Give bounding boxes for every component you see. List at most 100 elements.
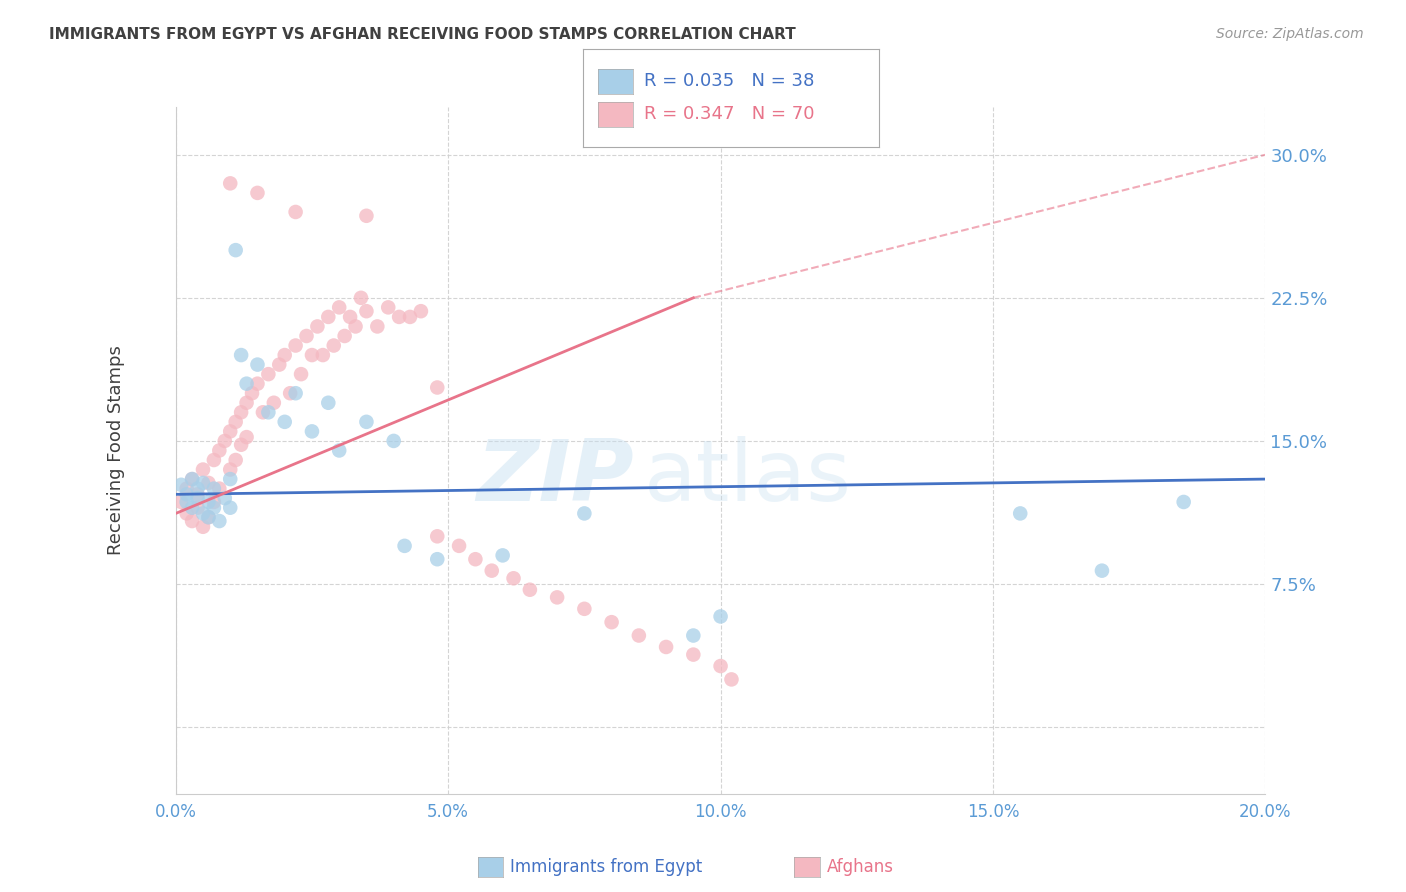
Point — [170, 478, 193, 492]
Point — [710, 659, 733, 673]
Point — [170, 495, 193, 509]
Point — [710, 609, 733, 624]
Point — [312, 348, 335, 362]
Text: Source: ZipAtlas.com: Source: ZipAtlas.com — [1216, 27, 1364, 41]
Point — [246, 358, 269, 372]
Text: atlas: atlas — [644, 436, 852, 519]
Point — [191, 520, 214, 534]
Point — [574, 602, 596, 616]
Point — [546, 591, 568, 605]
Point — [284, 205, 307, 219]
Point — [186, 482, 209, 496]
Point — [225, 453, 247, 467]
Point — [318, 310, 340, 324]
Point — [394, 539, 416, 553]
Point — [240, 386, 263, 401]
Point — [208, 443, 231, 458]
Point — [202, 500, 225, 515]
Text: 15.0%: 15.0% — [967, 804, 1019, 822]
Point — [181, 472, 204, 486]
Point — [176, 487, 198, 501]
Point — [388, 310, 411, 324]
Text: 5.0%: 5.0% — [427, 804, 470, 822]
Point — [284, 338, 307, 352]
Text: IMMIGRANTS FROM EGYPT VS AFGHAN RECEIVING FOOD STAMPS CORRELATION CHART: IMMIGRANTS FROM EGYPT VS AFGHAN RECEIVIN… — [49, 27, 796, 42]
Point — [295, 329, 318, 343]
Point — [176, 482, 198, 496]
Point — [426, 552, 449, 566]
Point — [202, 482, 225, 496]
Point — [382, 434, 405, 448]
Point — [225, 243, 247, 257]
Point — [214, 491, 236, 505]
Text: R = 0.347   N = 70: R = 0.347 N = 70 — [644, 105, 814, 123]
Point — [181, 500, 204, 515]
Point — [219, 462, 242, 476]
Point — [574, 507, 596, 521]
Point — [1091, 564, 1114, 578]
Text: 0.0%: 0.0% — [155, 804, 197, 822]
Point — [600, 615, 623, 630]
Point — [219, 500, 242, 515]
Point — [290, 367, 312, 381]
Point — [464, 552, 486, 566]
Point — [274, 348, 297, 362]
Point — [328, 443, 350, 458]
Point — [720, 673, 742, 687]
Point — [377, 301, 399, 315]
Point — [208, 482, 231, 496]
Point — [356, 415, 378, 429]
Point — [627, 628, 650, 642]
Point — [426, 380, 449, 394]
Point — [278, 386, 301, 401]
Point — [235, 396, 257, 410]
Point — [301, 425, 323, 439]
Point — [186, 487, 209, 501]
Point — [682, 648, 704, 662]
Text: Immigrants from Egypt: Immigrants from Egypt — [510, 858, 703, 876]
Point — [225, 415, 247, 429]
Point — [246, 376, 269, 391]
Point — [202, 495, 225, 509]
Point — [197, 495, 219, 509]
Point — [1173, 495, 1195, 509]
Point — [447, 539, 470, 553]
Point — [655, 640, 678, 654]
Text: 10.0%: 10.0% — [695, 804, 747, 822]
Point — [257, 367, 280, 381]
Point — [191, 462, 214, 476]
Point — [176, 507, 198, 521]
Text: Receiving Food Stamps: Receiving Food Stamps — [107, 345, 125, 556]
Point — [252, 405, 274, 419]
Point — [333, 329, 356, 343]
Point — [1010, 507, 1032, 521]
Point — [350, 291, 373, 305]
Point — [197, 510, 219, 524]
Point — [274, 415, 297, 429]
Point — [235, 430, 257, 444]
Point — [197, 510, 219, 524]
Point — [481, 564, 503, 578]
Point — [231, 405, 253, 419]
Text: ZIP: ZIP — [475, 436, 633, 519]
Point — [328, 301, 350, 315]
Point — [186, 500, 209, 515]
Point — [197, 475, 219, 490]
Point — [307, 319, 329, 334]
Point — [318, 396, 340, 410]
Point — [176, 495, 198, 509]
Point — [301, 348, 323, 362]
Point — [502, 571, 524, 585]
Point — [235, 376, 257, 391]
Point — [202, 453, 225, 467]
Point — [231, 438, 253, 452]
Point — [208, 514, 231, 528]
Point — [219, 472, 242, 486]
Point — [682, 628, 704, 642]
Text: 20.0%: 20.0% — [1239, 804, 1292, 822]
Point — [284, 386, 307, 401]
Point — [519, 582, 541, 597]
Point — [269, 358, 291, 372]
Point — [322, 338, 344, 352]
Point — [409, 304, 432, 318]
